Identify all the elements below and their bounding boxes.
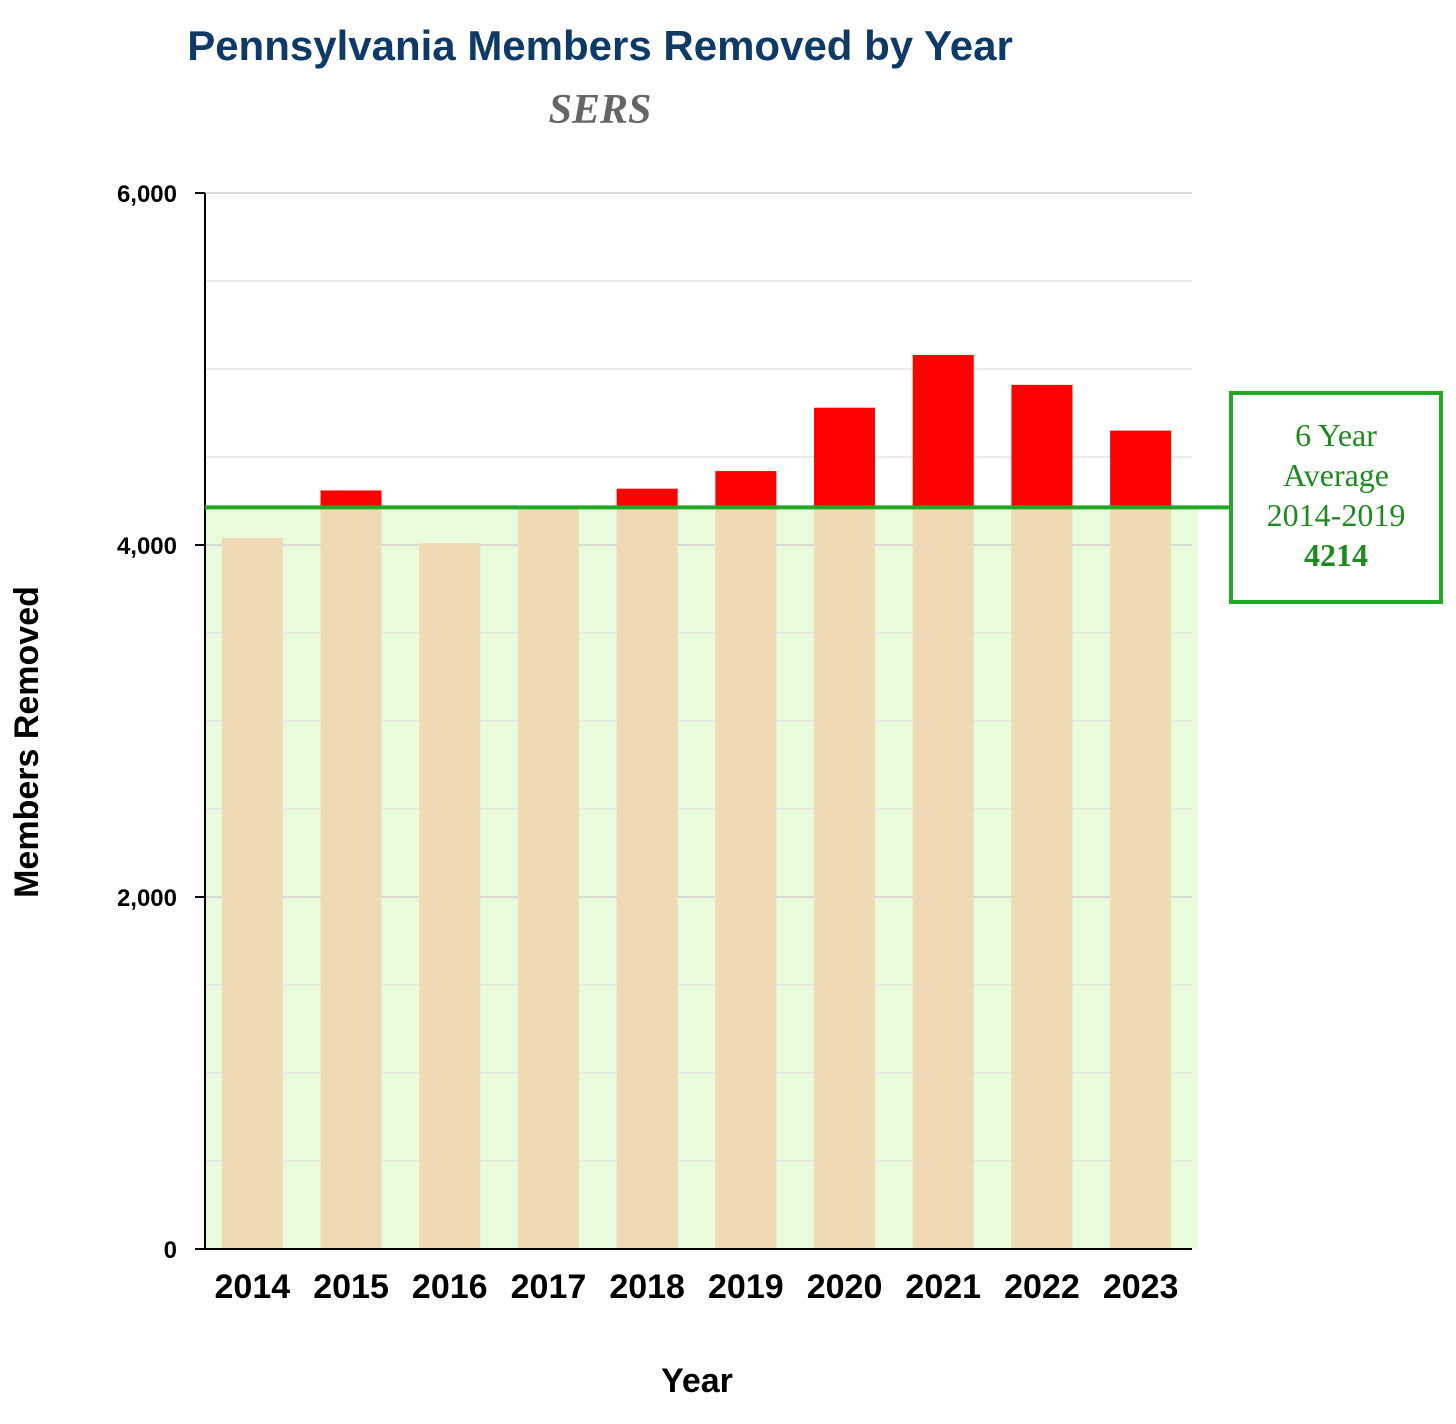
bar-2015-excess [320,490,382,508]
axis-labels: Year Members Removed [8,586,733,1400]
x-tick-label-2016: 2016 [412,1268,488,1306]
average-annotation-line-2: Average [1283,457,1389,493]
bar-2015-base [320,507,382,1249]
bar-2023-base [1110,507,1172,1249]
bar-2016 [419,543,481,1249]
chart-title: Pennsylvania Members Removed by Year [187,22,1013,69]
average-annotation-box: 6 Year Average 2014-2019 4214 [1229,391,1443,604]
y-tick-label: 6,000 [117,181,177,208]
bars-layer [221,354,1172,1249]
x-tick-label-2019: 2019 [708,1268,784,1306]
y-axis-title: Members Removed [8,586,46,898]
average-annotation-line-3: 2014-2019 [1266,497,1406,533]
x-tick-label-2014: 2014 [215,1268,291,1306]
x-tick-label-2021: 2021 [905,1268,981,1306]
average-annotation-value: 4214 [1304,537,1368,573]
axes: 2014 2015 2016 2017 2018 2019 2020 2021 2022 2023… [117,181,1192,1306]
x-tick-label-2020: 2020 [807,1268,883,1306]
bar-2021-excess [912,354,974,508]
bar-2018-excess [616,488,678,508]
x-tick-label-2022: 2022 [1004,1268,1080,1306]
bar-2018-base [616,507,678,1249]
bar-2019-excess [715,471,777,508]
x-tick-label-2015: 2015 [313,1268,389,1306]
average-annotation-line-1: 6 Year [1295,417,1377,453]
x-tick-label-2017: 2017 [511,1268,587,1306]
bar-2022-excess [1011,384,1073,508]
bar-2022-base [1011,507,1073,1249]
chart-subtitle: SERS [548,87,652,133]
bar-2014 [221,537,283,1249]
y-tick-label: 4,000 [117,533,177,560]
bar-2019-base [715,507,777,1249]
bar-2020-base [814,507,876,1249]
x-axis-title: Year [661,1362,733,1400]
bar-2017 [517,508,579,1249]
y-tick-label: 0 [164,1237,177,1264]
y-tick-label: 2,000 [117,885,177,912]
bar-2020-excess [814,407,876,508]
x-tick-label-2018: 2018 [609,1268,685,1306]
bar-2023-excess [1110,430,1172,508]
x-tick-label-2023: 2023 [1103,1268,1179,1306]
bar-2021-base [912,507,974,1249]
